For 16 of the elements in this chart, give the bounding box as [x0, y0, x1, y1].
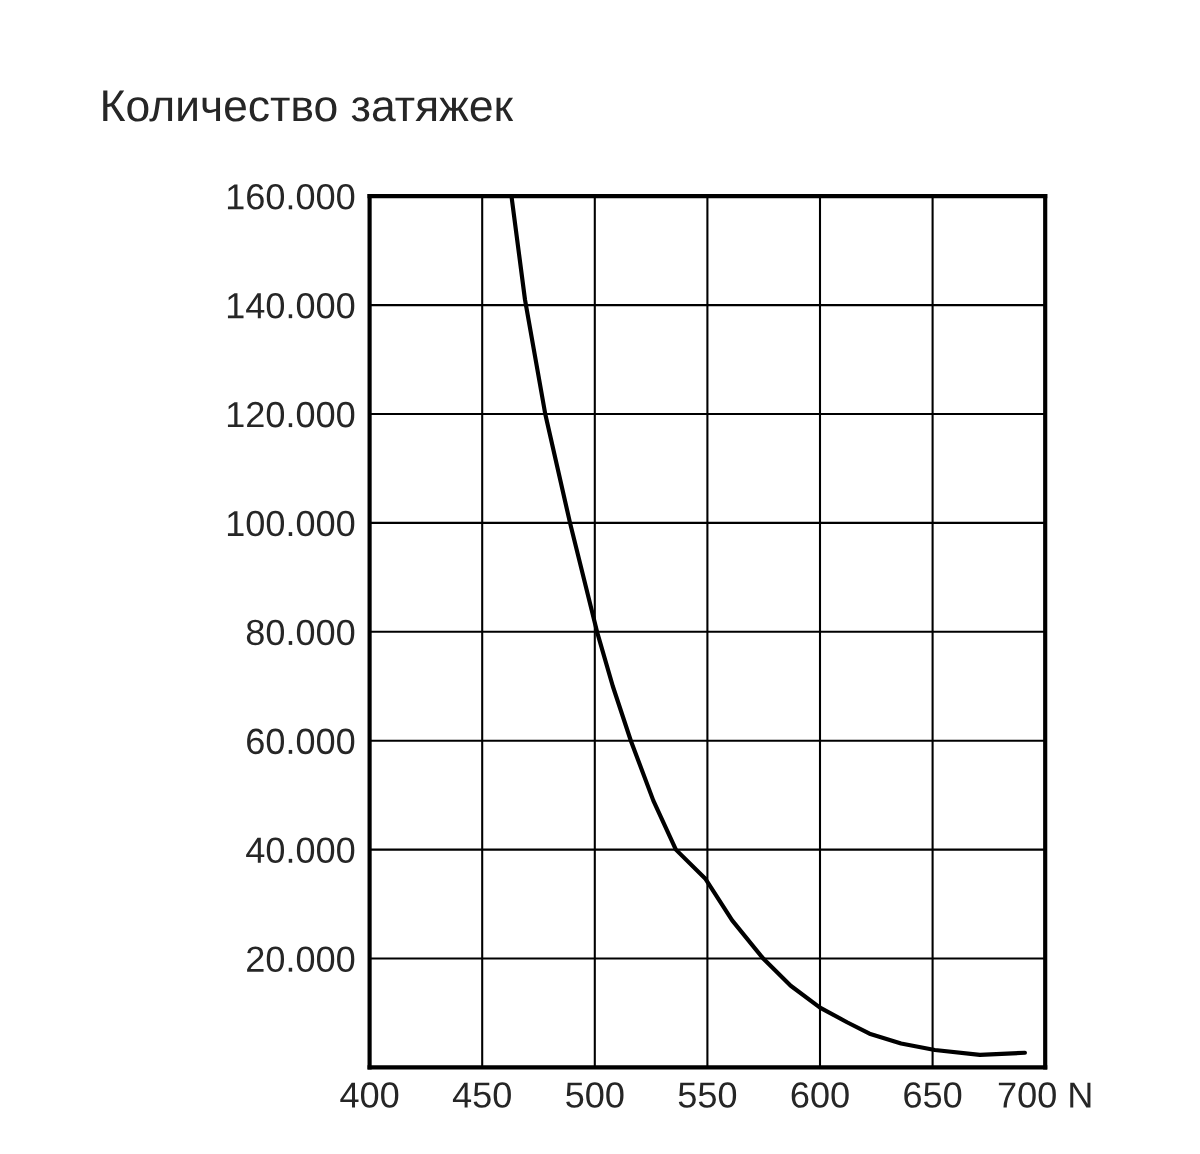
y-tick-label: 120.000	[227, 401, 355, 428]
x-tick-label: 450	[452, 1082, 511, 1108]
y-tick-label: 40.000	[246, 837, 355, 864]
x-tick-label: 400	[340, 1082, 399, 1108]
x-tick-label: 600	[791, 1082, 849, 1108]
x-tick-label: 700 N	[998, 1082, 1091, 1108]
x-tick-label: 550	[678, 1082, 737, 1108]
y-tick-label: 140.000	[227, 292, 355, 319]
x-tick-label: 650	[904, 1082, 962, 1108]
x-tick-label: 500	[566, 1082, 624, 1108]
y-tick-label: 60.000	[247, 728, 355, 755]
y-tick-label: 80.000	[246, 619, 355, 646]
chart-title: Количество затяжек	[103, 90, 514, 122]
y-tick-label: 160.000	[227, 184, 355, 210]
y-tick-label: 100.000	[227, 510, 355, 537]
y-tick-label: 20.000	[247, 946, 355, 972]
